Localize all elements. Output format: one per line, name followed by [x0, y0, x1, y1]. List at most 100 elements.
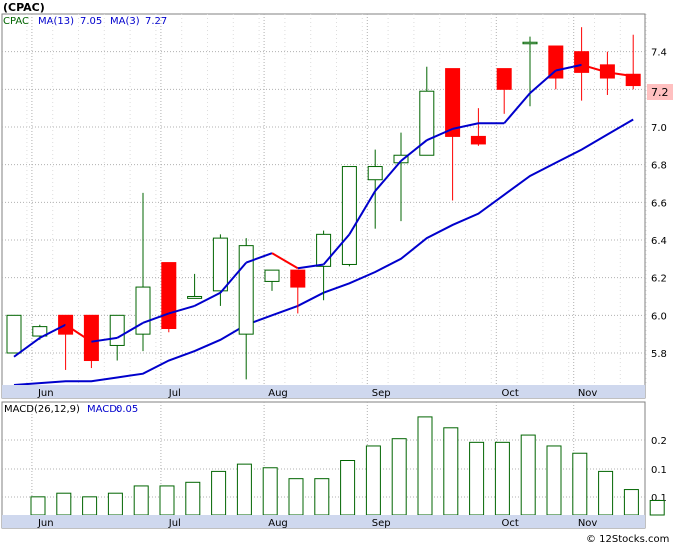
ma3-segment: [322, 233, 351, 266]
macd-month-label: Oct: [502, 518, 519, 529]
candle-up: [187, 295, 203, 299]
ma3-segment: [168, 304, 195, 315]
candle-up: [6, 314, 22, 354]
ma3-segment: [400, 139, 428, 162]
ma3-segment: [426, 127, 454, 142]
ma3-segment: [555, 63, 582, 72]
macd-y-tick: 0.2: [651, 436, 667, 447]
ma3-segment: [529, 69, 557, 94]
candle-up: [109, 314, 125, 346]
ma3-segment: [607, 71, 634, 78]
candle-down: [290, 269, 306, 288]
ma3-segment: [91, 336, 118, 343]
macd-bar: [30, 496, 46, 516]
macd-month-label: Sep: [372, 518, 391, 529]
macd-bar: [391, 438, 407, 516]
ma3-segment: [116, 321, 144, 339]
ma3-segment: [142, 312, 170, 324]
macd-bar: [649, 499, 665, 516]
candle-up: [522, 41, 538, 45]
macd-bar: [288, 478, 304, 516]
macd-month-label: Aug: [268, 518, 288, 529]
candle-down: [625, 73, 641, 87]
ma3-series: [13, 63, 634, 358]
macd-month-label: Jul: [168, 518, 181, 529]
last-price-box: [647, 84, 673, 100]
last-price-label: 7.2: [651, 86, 669, 99]
price-month-label: Oct: [502, 388, 519, 399]
ma3-label: MA(3): [110, 16, 140, 27]
candle-up: [32, 326, 48, 337]
candle-down: [496, 68, 512, 90]
ma3-segment: [13, 337, 41, 358]
candle-up: [135, 286, 151, 335]
chart-title: (CPAC): [3, 1, 45, 14]
price-month-label: Jun: [37, 388, 54, 399]
ma3-segment: [374, 160, 402, 192]
price-month-label: Sep: [372, 388, 391, 399]
ma3-segment: [297, 263, 324, 270]
price-y-tick: 5.8: [651, 349, 667, 360]
price-month-label: Aug: [268, 388, 288, 399]
price-y-tick: 6.8: [651, 161, 667, 172]
candle-up: [367, 166, 383, 181]
price-month-band: [2, 385, 645, 398]
macd-bar: [107, 492, 123, 516]
macd-bar: [82, 496, 98, 516]
ma3-segment: [245, 252, 273, 264]
macd-bar: [56, 492, 72, 516]
macd-bar: [494, 441, 510, 516]
candle-up: [238, 245, 254, 335]
price-y-tick: 6.0: [651, 311, 667, 322]
macd-bar: [546, 445, 562, 516]
ma3-segment: [39, 323, 67, 339]
candle-down: [445, 68, 461, 137]
macd-month-band: [2, 515, 645, 528]
candle-up: [419, 90, 435, 156]
ma13-value: 7.05: [80, 16, 102, 27]
macd-value-label: MACD:: [87, 404, 120, 415]
candle-up: [316, 233, 332, 267]
macd-month-label: Nov: [578, 518, 598, 529]
price-y-tick: 6.4: [651, 236, 667, 247]
macd-month-label: Jun: [37, 518, 54, 529]
macd-bar: [443, 427, 459, 516]
candle-up: [341, 166, 357, 265]
macd-bar: [185, 481, 201, 516]
ma3-segment: [271, 252, 299, 270]
macd-y-tick: 0.1: [651, 493, 667, 504]
candle-down: [470, 135, 486, 145]
macd-bar: [211, 470, 227, 516]
macd-value: 0.05: [116, 404, 138, 415]
ma3-segment: [581, 63, 608, 74]
ma3-value: 7.27: [145, 16, 167, 27]
candle-down: [161, 262, 177, 330]
ma3-segment: [219, 261, 247, 294]
ma3-segment: [348, 190, 377, 235]
macd-bar: [417, 416, 433, 516]
macd-y-tick: 0.1: [651, 465, 667, 476]
price-y-tick: 7.0: [651, 123, 667, 134]
candle-down: [548, 45, 564, 79]
symbol-label: CPAC: [3, 16, 29, 27]
macd-bar: [314, 478, 330, 516]
watermark: © 12Stocks.com: [586, 534, 669, 545]
price-month-label: Jul: [168, 388, 181, 399]
ma3-segment: [452, 122, 479, 130]
macd-bar: [520, 434, 536, 516]
macd-bar: [262, 467, 278, 516]
macd-bar: [623, 489, 639, 516]
macd-bar: [469, 441, 485, 516]
macd-panel: 0.2 0.1 0.1 MACD(26,12,9) MACD: 0.05: [1, 401, 667, 529]
macd-bar: [236, 463, 252, 516]
ma3-segment: [194, 291, 221, 307]
ma13-label: MA(13): [38, 16, 74, 27]
price-y-tick: 6.2: [651, 274, 667, 285]
macd-bar: [133, 485, 149, 516]
candle-up: [393, 154, 409, 164]
price-month-axis: Jun Jul Aug Sep Oct Nov: [37, 388, 597, 399]
ma3-segment: [65, 323, 92, 343]
price-month-label: Nov: [578, 388, 598, 399]
